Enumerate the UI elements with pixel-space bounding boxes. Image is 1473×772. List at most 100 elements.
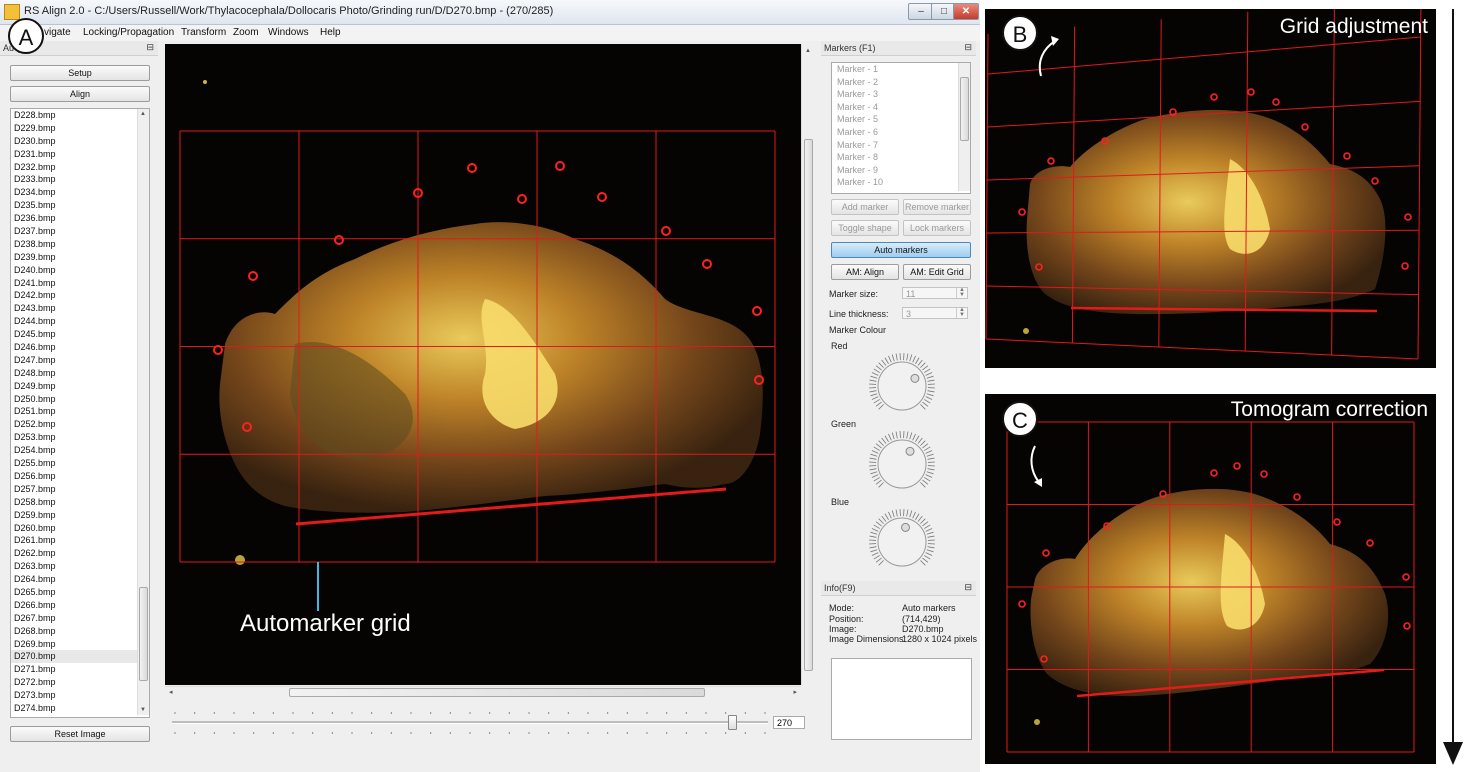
file-list-item[interactable]: D233.bmp <box>14 174 56 185</box>
file-list-item[interactable]: D234.bmp <box>14 187 56 198</box>
file-list-item[interactable]: D265.bmp <box>14 586 56 597</box>
file-list-item[interactable]: D246.bmp <box>14 342 56 353</box>
reset-image-button[interactable]: Reset Image <box>10 726 150 742</box>
pin-icon[interactable]: ⊟ <box>146 42 154 52</box>
marker-size-input[interactable]: 11 ▲ ▼ <box>902 287 968 299</box>
menu-windows[interactable]: Windows <box>268 27 309 38</box>
file-list-item[interactable]: D241.bmp <box>14 277 56 288</box>
marker-list-item[interactable]: Marker - 2 <box>837 76 879 87</box>
file-list-item[interactable]: D267.bmp <box>14 612 56 623</box>
file-list-item[interactable]: D259.bmp <box>14 509 56 520</box>
viewer-horizontal-scrollbar[interactable]: ◂ ▸ <box>165 686 801 698</box>
align-button[interactable]: Align <box>10 86 150 102</box>
file-list-item[interactable]: D237.bmp <box>14 226 56 237</box>
automarker-grid[interactable] <box>179 130 776 563</box>
pin-icon[interactable]: ⊟ <box>964 582 972 592</box>
marker-list-item[interactable]: Marker - 1 <box>837 64 879 74</box>
add-marker-button[interactable]: Add marker <box>831 199 899 215</box>
file-list-item[interactable]: D235.bmp <box>14 200 56 211</box>
file-list-scrollbar[interactable]: ▲ ▼ <box>137 109 149 715</box>
marker-list-item[interactable]: Marker - 7 <box>837 139 879 150</box>
marker-list-scrollbar[interactable] <box>958 63 970 191</box>
viewer-vertical-scrollbar[interactable]: ▲ <box>801 44 814 685</box>
markers-overlay[interactable] <box>213 161 764 432</box>
file-list-item[interactable]: D242.bmp <box>14 290 56 301</box>
scroll-up-icon[interactable]: ▲ <box>805 48 811 54</box>
spin-arrows-icon[interactable]: ▲ ▼ <box>956 307 967 318</box>
lock-markers-button[interactable]: Lock markers <box>903 220 971 236</box>
menu-locking-propagation[interactable]: Locking/Propagation <box>83 27 175 38</box>
file-list-item[interactable]: D236.bmp <box>14 213 56 224</box>
file-list-item[interactable]: D243.bmp <box>14 303 56 314</box>
scroll-left-icon[interactable]: ◂ <box>169 689 173 696</box>
file-list-item[interactable]: D269.bmp <box>14 638 56 649</box>
file-list-item[interactable]: D263.bmp <box>14 561 56 572</box>
file-list-item[interactable]: D248.bmp <box>14 367 56 378</box>
file-list-item[interactable]: D252.bmp <box>14 419 56 430</box>
file-list-item[interactable]: D258.bmp <box>14 496 56 507</box>
file-list-item[interactable]: D249.bmp <box>14 380 56 391</box>
file-list-item[interactable]: D272.bmp <box>14 677 56 688</box>
blue-dial[interactable] <box>866 506 938 578</box>
file-list-item[interactable]: D250.bmp <box>14 393 56 404</box>
marker-list-item[interactable]: Marker - 6 <box>837 126 879 137</box>
line-thickness-input[interactable]: 3 ▲ ▼ <box>902 307 968 319</box>
menu-transform[interactable]: Transform <box>181 27 227 38</box>
scroll-down-icon[interactable]: ▼ <box>140 707 146 713</box>
file-list-item[interactable]: D245.bmp <box>14 329 56 340</box>
viewer-vscroll-thumb[interactable] <box>804 139 813 671</box>
marker-list-item[interactable]: Marker - 8 <box>837 152 879 163</box>
spin-arrows-icon[interactable]: ▲ ▼ <box>956 287 967 298</box>
file-list-item[interactable]: D273.bmp <box>14 690 56 701</box>
slice-number-field[interactable]: 270 <box>773 716 805 729</box>
menu-help[interactable]: Help <box>320 27 341 38</box>
setup-button[interactable]: Setup <box>10 65 150 81</box>
file-list-item[interactable]: D257.bmp <box>14 483 56 494</box>
file-list-item[interactable]: D239.bmp <box>14 251 56 262</box>
file-list-item[interactable]: D229.bmp <box>14 122 56 133</box>
file-list-item[interactable]: D232.bmp <box>14 161 56 172</box>
am-edit-grid-button[interactable]: AM: Edit Grid <box>903 264 971 280</box>
marker-list-item[interactable]: Marker - 9 <box>837 164 879 175</box>
file-list-item[interactable]: D244.bmp <box>14 316 56 327</box>
am-align-button[interactable]: AM: Align <box>831 264 899 280</box>
toggle-shape-button[interactable]: Toggle shape <box>831 220 899 236</box>
marker-list-item[interactable]: Marker - 3 <box>837 89 879 100</box>
image-slider[interactable] <box>172 712 768 738</box>
file-list-scroll-thumb[interactable] <box>139 587 148 681</box>
info-text-area[interactable] <box>831 658 972 740</box>
file-list-item[interactable]: D266.bmp <box>14 599 56 610</box>
menu-navigate[interactable]: vigate <box>44 27 71 38</box>
file-list-item[interactable]: D268.bmp <box>14 625 56 636</box>
scroll-right-icon[interactable]: ▸ <box>793 689 797 696</box>
file-list-item[interactable]: D270.bmp <box>11 650 149 664</box>
file-list-item[interactable]: D254.bmp <box>14 445 56 456</box>
image-viewer[interactable]: Automarker grid <box>165 44 801 685</box>
marker-list-item[interactable]: Marker - 5 <box>837 114 879 125</box>
marker-list-item[interactable]: Marker - 10 <box>837 177 884 188</box>
file-list-item[interactable]: D228.bmp <box>14 110 56 120</box>
file-list-item[interactable]: D230.bmp <box>14 135 56 146</box>
file-list-item[interactable]: D262.bmp <box>14 548 56 559</box>
close-button[interactable]: ✕ <box>953 3 979 20</box>
slider-handle[interactable] <box>727 715 737 730</box>
file-list[interactable]: D228.bmp D229.bmp D230.bmp D231.bmp D232.bmp… <box>10 108 150 718</box>
file-list-item[interactable]: D238.bmp <box>14 238 56 249</box>
auto-markers-button[interactable]: Auto markers <box>831 242 971 258</box>
scroll-up-icon[interactable]: ▲ <box>140 111 146 117</box>
marker-list-scroll-thumb[interactable] <box>960 77 969 141</box>
marker-list[interactable]: Marker - 1 Marker - 2 Marker - 3 Marker - 4… <box>831 62 971 194</box>
file-list-item[interactable]: D240.bmp <box>14 264 56 275</box>
file-list-item[interactable]: D251.bmp <box>14 406 56 417</box>
file-list-item[interactable]: D256.bmp <box>14 470 56 481</box>
file-list-item[interactable]: D247.bmp <box>14 354 56 365</box>
file-list-item[interactable]: D253.bmp <box>14 432 56 443</box>
remove-marker-button[interactable]: Remove marker <box>903 199 971 215</box>
file-list-item[interactable]: D264.bmp <box>14 574 56 585</box>
pin-icon[interactable]: ⊟ <box>964 42 972 52</box>
file-list-item[interactable]: D255.bmp <box>14 458 56 469</box>
file-list-item[interactable]: D261.bmp <box>14 535 56 546</box>
file-list-item[interactable]: D260.bmp <box>14 522 56 533</box>
menu-zoom[interactable]: Zoom <box>233 27 259 38</box>
file-list-item[interactable]: D231.bmp <box>14 148 56 159</box>
